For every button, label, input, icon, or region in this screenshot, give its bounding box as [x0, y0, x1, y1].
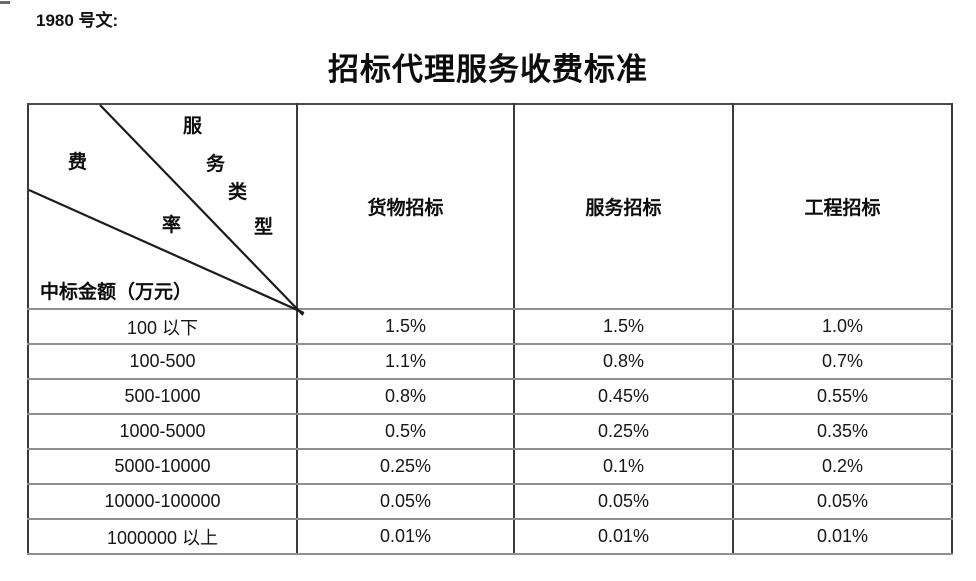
fee-rate-cell: 0.25%: [296, 448, 515, 485]
amount-range-cell: 100-500: [27, 343, 298, 380]
fee-standards-table: 服 务 类 型 费 率 中标金额（万元） 货物招标 服务招标 工程招标 100 …: [27, 103, 953, 555]
amount-range-cell: 10000-100000: [27, 483, 298, 520]
fee-rate-cell: 0.1%: [513, 448, 734, 485]
column-header-works: 工程招标: [732, 103, 953, 310]
corner-type-char: 类: [228, 182, 248, 203]
fee-rate-cell: 0.55%: [732, 378, 953, 415]
corner-type-char: 服: [183, 116, 203, 137]
fee-rate-cell: 0.25%: [513, 413, 734, 450]
diagonal-header-cell: 服 务 类 型 费 率 中标金额（万元）: [27, 103, 305, 316]
corner-fee-char: 费: [68, 152, 88, 173]
amount-axis-label: 中标金额（万元）: [40, 282, 193, 303]
amount-range-cell: 1000000 以上: [27, 518, 298, 555]
table-row: 1000-5000 0.5% 0.25% 0.35%: [27, 413, 953, 450]
header-row: 服 务 类 型 费 率 中标金额（万元） 货物招标 服务招标 工程招标: [27, 103, 953, 316]
fee-rate-cell: 0.01%: [296, 518, 515, 555]
table-row: 500-1000 0.8% 0.45% 0.55%: [27, 378, 953, 415]
table-row: 100 以下 1.5% 1.5% 1.0%: [27, 308, 953, 345]
amount-range-cell: 5000-10000: [27, 448, 298, 485]
fee-table-body: 100 以下 1.5% 1.5% 1.0% 100-500 1.1% 0.8% 0.7% 500…: [27, 308, 953, 555]
fee-rate-cell: 1.5%: [296, 308, 515, 345]
fee-rate-cell: 0.05%: [513, 483, 734, 520]
column-header-goods: 货物招标: [296, 103, 515, 310]
amount-range-cell: 1000-5000: [27, 413, 298, 450]
fee-rate-cell: 0.01%: [513, 518, 734, 555]
fee-rate-cell: 0.7%: [732, 343, 953, 380]
fee-rate-cell: 0.45%: [513, 378, 734, 415]
corner-type-char: 型: [254, 217, 274, 238]
page-title: 招标代理服务收费标准: [328, 52, 648, 87]
table-row: 10000-100000 0.05% 0.05% 0.05%: [27, 483, 953, 520]
fee-rate-cell: 0.8%: [296, 378, 515, 415]
fee-rate-cell: 0.2%: [732, 448, 953, 485]
fee-rate-cell: 1.0%: [732, 308, 953, 345]
column-header-services: 服务招标: [513, 103, 734, 310]
fee-rate-cell: 1.1%: [296, 343, 515, 380]
fee-rate-cell: 0.05%: [732, 483, 953, 520]
table-row: 5000-10000 0.25% 0.1% 0.2%: [27, 448, 953, 485]
table-row: 1000000 以上 0.01% 0.01% 0.01%: [27, 518, 953, 555]
fee-rate-cell: 0.05%: [296, 483, 515, 520]
fee-rate-cell: 0.01%: [732, 518, 953, 555]
fee-rate-cell: 0.5%: [296, 413, 515, 450]
diagonal-divider-lines: [28, 104, 305, 316]
table-row: 100-500 1.1% 0.8% 0.7%: [27, 343, 953, 380]
fee-rate-cell: 0.35%: [732, 413, 953, 450]
amount-range-cell: 100 以下: [27, 308, 298, 345]
fee-rate-cell: 1.5%: [513, 308, 734, 345]
fee-rate-cell: 0.8%: [513, 343, 734, 380]
amount-range-cell: 500-1000: [27, 378, 298, 415]
corner-type-char: 务: [206, 154, 226, 175]
page-edge-artifact: [0, 1, 10, 4]
doc-number-label: 1980 号文:: [36, 11, 119, 30]
corner-fee-char: 率: [162, 215, 182, 236]
